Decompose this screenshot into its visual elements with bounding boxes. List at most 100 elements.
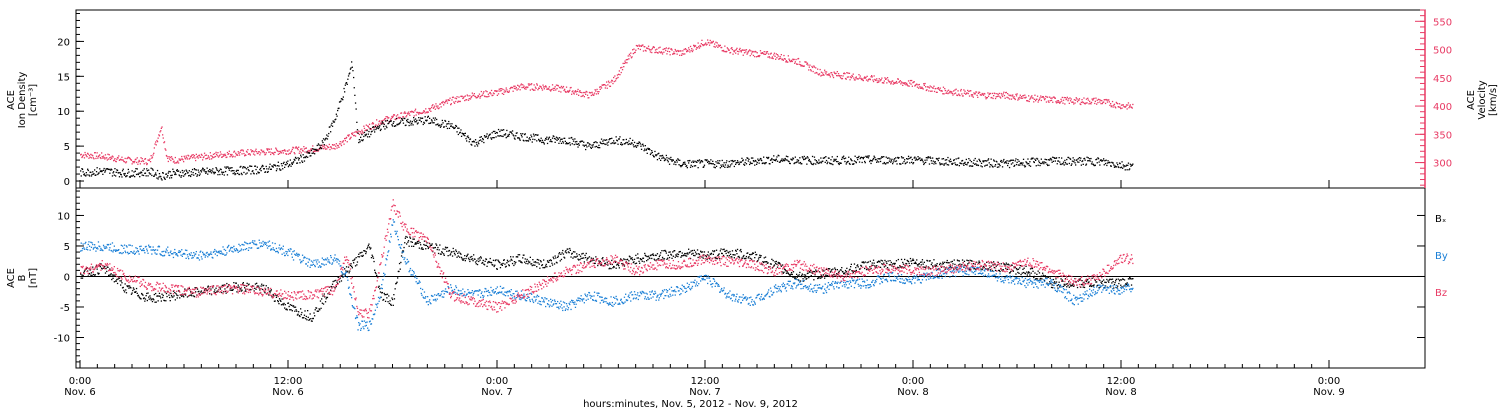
density-series-point [562,141,563,142]
bx-series-point [797,277,798,278]
velocity-series-point [919,86,920,87]
bx-series-point [673,256,674,257]
velocity-series-point [970,90,971,91]
density-series-point [1055,160,1056,161]
velocity-series-point [530,89,531,90]
velocity-series-point [102,156,103,157]
density-series-point [415,118,416,119]
density-series-point [686,165,687,166]
density-series-point [96,171,97,172]
bx-series-point [990,269,991,270]
field-tick-label: 0 [64,272,70,283]
bx-series-point [661,250,662,251]
bx-series-point [97,269,98,270]
bx-series-point [155,293,156,294]
x-tick-date: Nov. 6 [64,387,95,398]
velocity-series-point [187,158,188,159]
bx-series-point [824,278,825,279]
velocity-series-point [162,134,163,135]
density-series-point [690,167,691,168]
bx-series-point [476,260,477,261]
density-series-point [1113,162,1114,163]
density-series-point [556,140,557,141]
velocity-series-point [343,144,344,145]
velocity-series-point [303,146,304,147]
density-series-point [785,158,786,159]
velocity-series-point [652,48,653,49]
density-series-point [391,120,392,121]
bx-series-point [551,260,552,261]
density-series-point [569,138,570,139]
velocity-series-point [520,89,521,90]
density-series-point [720,165,721,166]
density-series-point [696,162,697,163]
density-series-point [577,146,578,147]
density-series-point [861,157,862,158]
velocity-series-point [651,52,652,53]
density-series-point [281,163,282,164]
velocity-series-point [455,101,456,102]
velocity-series-point [554,88,555,89]
velocity-series-point [773,54,774,55]
velocity-series-point [499,89,500,90]
density-series-point [1106,160,1107,161]
density-series-point [1126,165,1127,166]
density-series-point [762,162,763,163]
velocity-series-point [173,161,174,162]
bx-series-point [314,315,315,316]
velocity-series-point [662,53,663,54]
velocity-series-point [518,88,519,89]
density-series-point [752,157,753,158]
velocity-series-point [85,154,86,155]
density-series-point [571,137,572,138]
bx-series-point [279,298,280,299]
density-series-point [358,142,359,143]
density-series-point [93,173,94,174]
density-series-point [669,164,670,165]
density-series-point [693,162,694,163]
velocity-series-point [208,155,209,156]
density-series-point [986,160,987,161]
bx-series-point [638,261,639,262]
velocity-series-point [604,84,605,85]
velocity-series-point [972,94,973,95]
bx-series-point [372,256,373,257]
bx-series-point [470,257,471,258]
bx-series-point [292,310,293,311]
density-series-point [1066,163,1067,164]
velocity-series-point [571,94,572,95]
velocity-series-point [837,71,838,72]
density-series-point [632,140,633,141]
density-series-point [994,166,995,167]
velocity-series-point [878,82,879,83]
density-series-point [877,160,878,161]
density-series-point [379,125,380,126]
bx-series-point [220,288,221,289]
bx-series-point [863,262,864,263]
density-tick-label: 0 [64,177,70,188]
velocity-series-point [352,134,353,135]
density-series-point [523,140,524,141]
bx-series-point [176,294,177,295]
velocity-series-point [423,112,424,113]
density-series-point [158,178,159,179]
velocity-series-point [138,161,139,162]
bx-series-point [295,307,296,308]
bx-series-point [897,267,898,268]
velocity-series-point [663,52,664,53]
density-series-point [1120,163,1121,164]
bx-series-point [425,248,426,249]
density-series-point [634,142,635,143]
bx-series-point [119,280,120,281]
velocity-series-point [1132,104,1133,105]
density-series-point [251,166,252,167]
bx-series-point [643,258,644,259]
velocity-series-point [825,73,826,74]
density-series-point [492,137,493,138]
velocity-series-point [798,58,799,59]
density-series-point [326,134,327,135]
bx-series-point [125,283,126,284]
legend-bx: Bₓ [1435,214,1446,225]
bx-series-point [541,261,542,262]
density-series-point [757,162,758,163]
